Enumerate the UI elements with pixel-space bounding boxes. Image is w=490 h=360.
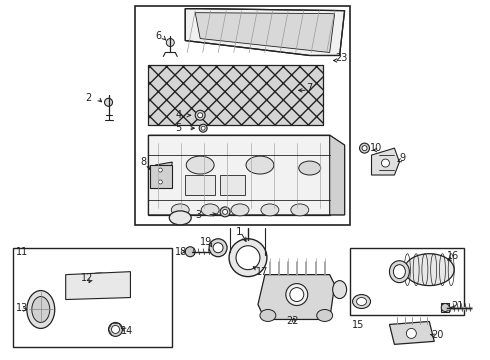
Ellipse shape xyxy=(404,254,454,285)
Ellipse shape xyxy=(317,310,333,321)
Ellipse shape xyxy=(32,297,50,323)
Ellipse shape xyxy=(186,156,214,174)
Circle shape xyxy=(197,113,203,118)
Text: 12: 12 xyxy=(81,273,93,283)
Ellipse shape xyxy=(353,294,370,309)
Circle shape xyxy=(158,168,162,172)
Bar xyxy=(349,248,464,315)
Bar xyxy=(135,6,349,225)
Bar xyxy=(13,248,172,347)
Text: 14: 14 xyxy=(121,327,133,336)
Bar xyxy=(148,66,323,125)
Ellipse shape xyxy=(291,204,309,216)
Polygon shape xyxy=(371,148,399,175)
Text: 11: 11 xyxy=(16,247,28,257)
Ellipse shape xyxy=(333,280,346,298)
Circle shape xyxy=(362,146,367,150)
Circle shape xyxy=(382,159,390,167)
Circle shape xyxy=(441,303,449,311)
Polygon shape xyxy=(148,135,344,215)
Circle shape xyxy=(166,39,174,46)
Polygon shape xyxy=(390,321,434,345)
Ellipse shape xyxy=(299,161,321,175)
Text: 7: 7 xyxy=(306,84,312,93)
Text: 4: 4 xyxy=(175,110,181,120)
Ellipse shape xyxy=(85,277,106,292)
Ellipse shape xyxy=(246,156,274,174)
Polygon shape xyxy=(258,275,335,319)
Ellipse shape xyxy=(286,284,308,306)
Text: 8: 8 xyxy=(141,157,147,167)
Circle shape xyxy=(108,323,122,336)
Text: 5: 5 xyxy=(175,123,181,133)
Text: 19: 19 xyxy=(200,237,213,247)
Bar xyxy=(150,165,172,188)
Ellipse shape xyxy=(229,239,267,276)
Polygon shape xyxy=(330,135,344,215)
Text: 13: 13 xyxy=(16,302,28,312)
Circle shape xyxy=(406,328,416,338)
Bar xyxy=(148,66,323,125)
Polygon shape xyxy=(441,302,449,312)
Text: 17: 17 xyxy=(256,267,269,276)
Ellipse shape xyxy=(209,239,227,257)
Circle shape xyxy=(158,180,162,184)
Ellipse shape xyxy=(169,211,191,225)
Ellipse shape xyxy=(390,261,409,283)
Text: 18: 18 xyxy=(175,247,188,257)
Circle shape xyxy=(195,110,205,120)
Ellipse shape xyxy=(236,246,260,270)
Ellipse shape xyxy=(172,204,189,216)
Ellipse shape xyxy=(261,204,279,216)
Polygon shape xyxy=(150,162,172,188)
Text: 9: 9 xyxy=(399,153,406,163)
Circle shape xyxy=(360,143,369,153)
Circle shape xyxy=(112,325,120,333)
Circle shape xyxy=(185,247,195,257)
Ellipse shape xyxy=(393,265,405,279)
Circle shape xyxy=(199,124,207,132)
Bar xyxy=(220,175,245,195)
Circle shape xyxy=(201,126,205,130)
Bar xyxy=(185,175,215,195)
Bar xyxy=(148,135,330,215)
Text: 1: 1 xyxy=(236,227,243,237)
Text: 2: 2 xyxy=(86,93,92,103)
Polygon shape xyxy=(66,272,130,300)
Polygon shape xyxy=(185,9,344,55)
Ellipse shape xyxy=(290,288,304,302)
Text: 22: 22 xyxy=(286,316,298,327)
Text: 23: 23 xyxy=(336,54,348,63)
Circle shape xyxy=(222,210,227,214)
Ellipse shape xyxy=(231,204,249,216)
Circle shape xyxy=(104,98,113,106)
Text: 20: 20 xyxy=(431,330,443,341)
Text: 21: 21 xyxy=(451,301,464,311)
Text: 3: 3 xyxy=(195,210,201,220)
Ellipse shape xyxy=(260,310,276,321)
Ellipse shape xyxy=(357,298,367,306)
Circle shape xyxy=(220,207,230,217)
Ellipse shape xyxy=(201,204,219,216)
Ellipse shape xyxy=(27,291,55,328)
Text: 15: 15 xyxy=(352,320,364,330)
Polygon shape xyxy=(195,13,335,53)
Ellipse shape xyxy=(78,273,113,296)
Ellipse shape xyxy=(213,243,223,253)
Text: 6: 6 xyxy=(155,31,162,41)
Text: 10: 10 xyxy=(369,143,382,153)
Text: 16: 16 xyxy=(447,251,460,261)
